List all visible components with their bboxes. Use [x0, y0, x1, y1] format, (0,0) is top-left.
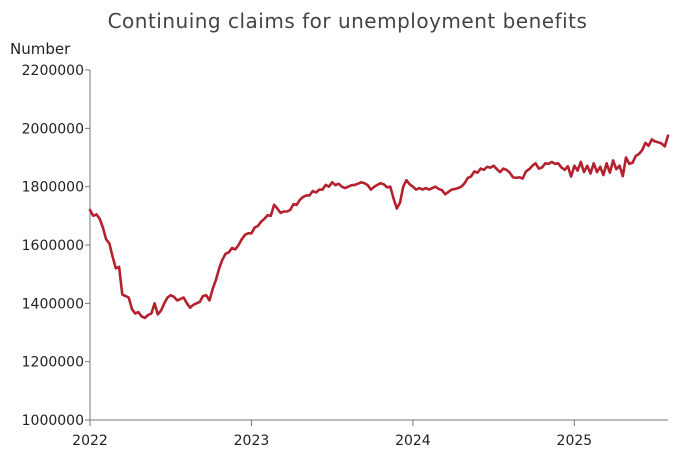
y-tick-label: 1200000 — [22, 355, 84, 371]
chart-title: Continuing claims for unemployment benef… — [107, 9, 588, 33]
y-axis-label: Number — [10, 40, 71, 58]
y-tick-label: 2000000 — [22, 121, 84, 137]
y-tick-label: 2200000 — [22, 63, 84, 79]
y-tick-label: 1000000 — [22, 413, 84, 429]
x-tick-label: 2022 — [72, 433, 108, 449]
x-tick-label: 2023 — [234, 433, 270, 449]
y-axis: 1000000 1200000 1400000 1600000 1800000 20000… — [22, 63, 91, 429]
series-line-0 — [88, 134, 670, 320]
x-tick-label: 2025 — [557, 433, 593, 449]
y-tick-label: 1600000 — [22, 238, 84, 254]
x-tick-label: 2024 — [395, 433, 431, 449]
y-tick-label: 1800000 — [22, 180, 84, 196]
series-layer — [88, 134, 670, 320]
y-tick-label: 1400000 — [22, 296, 84, 312]
x-axis: 2022 2023 2024 2025 — [72, 419, 668, 449]
